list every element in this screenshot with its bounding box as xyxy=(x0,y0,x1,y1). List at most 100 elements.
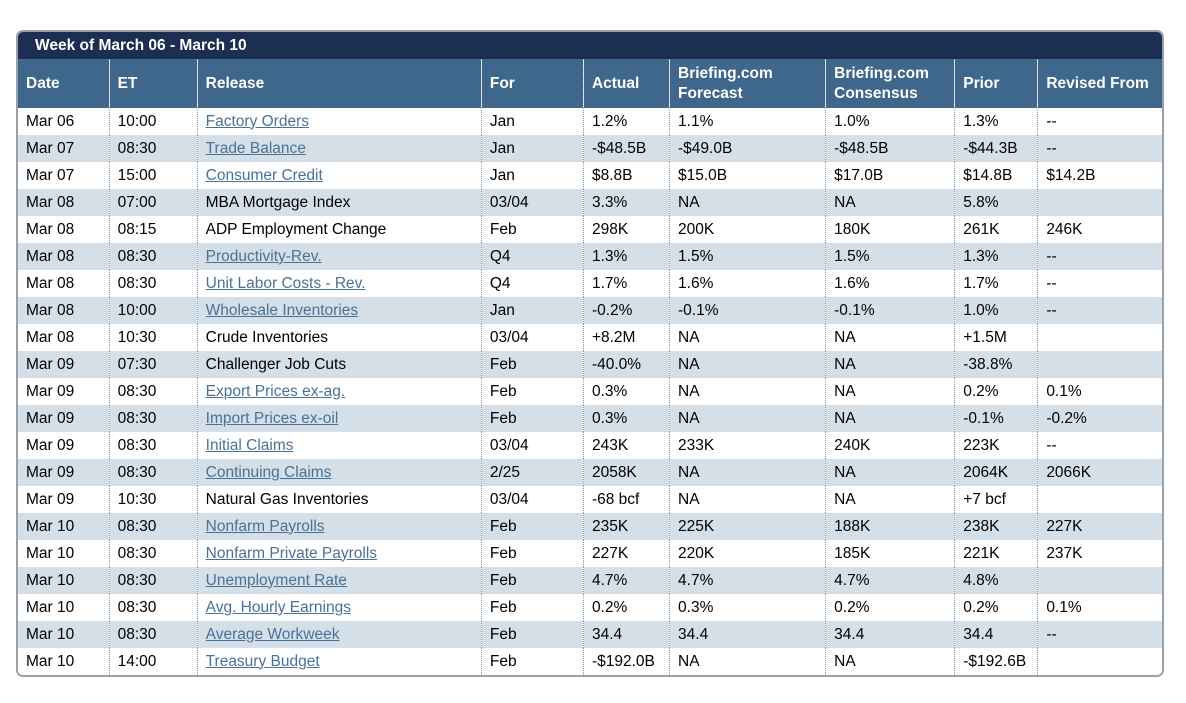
cell-text-forecast: 0.3% xyxy=(678,598,714,616)
cell-revised xyxy=(1037,189,1162,216)
release-link[interactable]: Unemployment Rate xyxy=(205,571,347,589)
cell-text-consensus: 188K xyxy=(834,517,871,535)
cell-revised: -- xyxy=(1037,270,1162,297)
cell-text-actual: 298K xyxy=(591,220,629,238)
cell-for: Feb xyxy=(480,513,584,540)
cell-text-for: Feb xyxy=(489,220,517,238)
cell-text-actual: 235K xyxy=(591,517,629,535)
cell-et: 07:30 xyxy=(108,351,198,378)
cell-release: Challenger Job Cuts xyxy=(196,351,482,378)
cell-text-date: Mar 08 xyxy=(26,193,75,211)
release-link[interactable]: Treasury Budget xyxy=(205,652,320,670)
cell-date: Mar 09 xyxy=(18,405,110,432)
cell-date: Mar 08 xyxy=(18,324,110,351)
cell-consensus: $17.0B xyxy=(825,162,955,189)
release-link[interactable]: Initial Claims xyxy=(205,436,294,454)
release-link[interactable]: Avg. Hourly Earnings xyxy=(205,598,351,616)
release-link[interactable]: Productivity-Rev. xyxy=(205,247,322,265)
cell-text-forecast: 233K xyxy=(678,436,715,454)
cell-text-consensus: 4.7% xyxy=(834,571,870,589)
cell-text-et: 08:30 xyxy=(117,436,157,454)
cell-text-date: Mar 09 xyxy=(26,490,75,508)
release-link[interactable]: Wholesale Inventories xyxy=(205,301,359,319)
table-row: Mar 08 10:00 Wholesale Inventories Jan -0.2%… xyxy=(18,297,1162,324)
table-row: Mar 10 08:30 Avg. Hourly Earnings Feb 0.2% 0.… xyxy=(18,594,1162,621)
release-link[interactable]: Nonfarm Private Payrolls xyxy=(205,544,378,562)
cell-forecast: NA xyxy=(669,189,826,216)
table-row: Mar 08 07:00 MBA Mortgage Index 03/04 3.3% NA… xyxy=(18,189,1162,216)
cell-text-date: Mar 08 xyxy=(26,301,75,319)
release-link[interactable]: Unit Labor Costs - Rev. xyxy=(205,274,366,292)
cell-for: 03/04 xyxy=(480,189,584,216)
cell-actual: 4.7% xyxy=(582,567,670,594)
cell-text-prior: 0.2% xyxy=(963,382,999,400)
cell-date: Mar 06 xyxy=(18,108,110,135)
cell-text-prior: 1.0% xyxy=(963,301,999,319)
cell-et: 08:30 xyxy=(108,567,198,594)
cell-revised: -- xyxy=(1037,432,1162,459)
cell-text-et: 07:00 xyxy=(117,193,157,211)
cell-prior: -$192.6B xyxy=(954,648,1038,675)
cell-text-consensus: $17.0B xyxy=(834,166,884,184)
cell-text-forecast: 220K xyxy=(678,544,715,562)
cell-revised: -- xyxy=(1037,135,1162,162)
cell-text-revised: $14.2B xyxy=(1046,166,1096,184)
cell-text-consensus: 34.4 xyxy=(834,625,865,643)
cell-text-actual: 0.3% xyxy=(591,409,628,427)
cell-text-forecast: 200K xyxy=(678,220,715,238)
cell-prior: 34.4 xyxy=(954,621,1038,648)
cell-for: Q4 xyxy=(480,243,584,270)
cell-for: Jan xyxy=(480,135,584,162)
header-row: Date ET Release For Actual Briefing.com Forec… xyxy=(18,59,1162,108)
cell-revised xyxy=(1037,324,1162,351)
column-header-for: For xyxy=(480,59,584,108)
cell-text-consensus: -$48.5B xyxy=(834,139,889,157)
cell-text-prior: 1.3% xyxy=(963,247,999,265)
column-header-et: ET xyxy=(108,59,198,108)
cell-et: 08:30 xyxy=(108,594,198,621)
cell-text-prior: 261K xyxy=(963,220,1000,238)
cell-text-date: Mar 10 xyxy=(26,517,75,535)
cell-consensus: NA xyxy=(825,378,955,405)
cell-prior: 221K xyxy=(954,540,1038,567)
cell-text-revised: -- xyxy=(1046,139,1057,157)
cell-consensus: 185K xyxy=(825,540,955,567)
cell-text-et: 08:30 xyxy=(117,625,157,643)
release-link[interactable]: Export Prices ex-ag. xyxy=(205,382,346,400)
cell-text-actual: -40.0% xyxy=(591,355,642,373)
cell-text-actual: 34.4 xyxy=(591,625,623,643)
cell-text-consensus: NA xyxy=(834,193,856,211)
release-link[interactable]: Continuing Claims xyxy=(205,463,332,481)
cell-text-actual: -$192.0B xyxy=(591,652,655,670)
cell-et: 08:30 xyxy=(108,243,198,270)
cell-revised: -- xyxy=(1037,297,1162,324)
cell-text-et: 08:15 xyxy=(117,220,157,238)
cell-text-consensus: NA xyxy=(834,328,856,346)
release-link[interactable]: Average Workweek xyxy=(205,625,340,643)
cell-forecast: NA xyxy=(669,648,826,675)
cell-text-forecast: 225K xyxy=(678,517,715,535)
column-header-consensus: Briefing.com Consensus xyxy=(825,59,955,108)
release-link[interactable]: Nonfarm Payrolls xyxy=(205,517,325,535)
cell-text-et: 10:30 xyxy=(117,490,157,508)
release-link[interactable]: Trade Balance xyxy=(205,139,306,157)
cell-text-consensus: NA xyxy=(834,382,856,400)
cell-text-prior: 1.3% xyxy=(963,112,999,130)
cell-actual: 2058K xyxy=(582,459,670,486)
cell-et: 08:30 xyxy=(108,432,198,459)
cell-revised xyxy=(1037,351,1162,378)
cell-text-et: 08:30 xyxy=(117,409,157,427)
cell-consensus: 240K xyxy=(825,432,955,459)
cell-prior: 261K xyxy=(954,216,1038,243)
cell-text-actual: 2058K xyxy=(591,463,637,481)
cell-text-actual: 3.3% xyxy=(591,193,628,211)
cell-text-forecast: 34.4 xyxy=(678,625,709,643)
cell-date: Mar 08 xyxy=(18,189,110,216)
release-link[interactable]: Factory Orders xyxy=(205,112,309,130)
release-link[interactable]: Import Prices ex-oil xyxy=(205,409,339,427)
cell-forecast: 200K xyxy=(669,216,826,243)
table-row: Mar 06 10:00 Factory Orders Jan 1.2% 1.1% 1.0%… xyxy=(18,108,1162,135)
release-link[interactable]: Consumer Credit xyxy=(205,166,323,184)
cell-text-et: 08:30 xyxy=(117,139,157,157)
cell-release: Avg. Hourly Earnings xyxy=(196,594,482,621)
